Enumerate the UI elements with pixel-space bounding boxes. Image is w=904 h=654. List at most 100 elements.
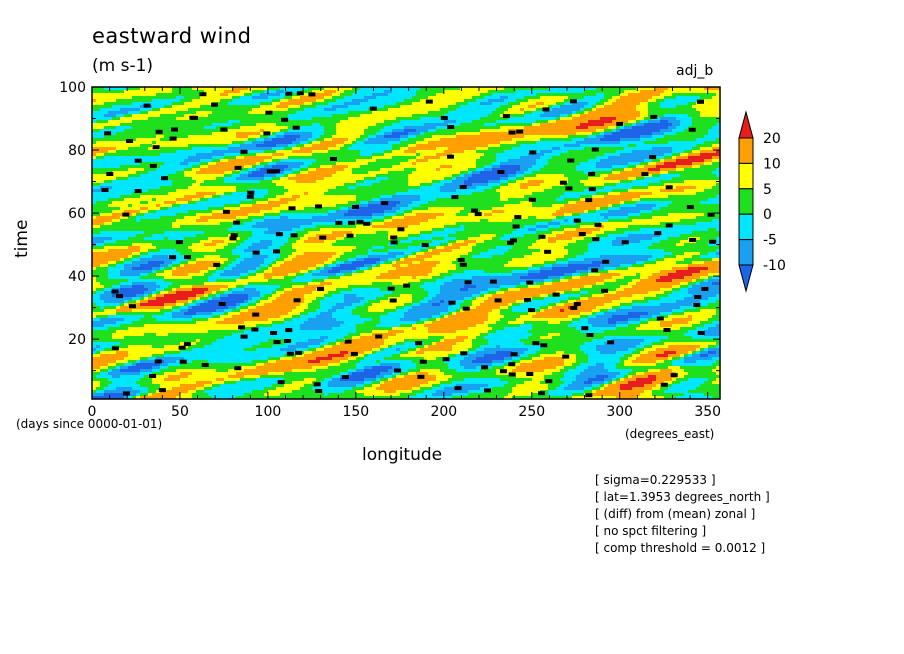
heatmap-cell — [224, 171, 229, 175]
heatmap-cell — [304, 144, 309, 148]
heatmap-cell — [552, 168, 557, 172]
heatmap-cell — [488, 108, 493, 112]
heatmap-cell — [196, 168, 201, 172]
heatmap-cell — [300, 111, 305, 115]
heatmap-cell — [620, 126, 625, 130]
heatmap-cell — [648, 144, 653, 148]
heatmap-cell — [260, 138, 265, 142]
heatmap-cell — [596, 108, 601, 112]
heatmap-cell — [208, 141, 213, 145]
heatmap-cell — [308, 165, 313, 169]
heatmap-cell — [676, 114, 681, 118]
heatmap-cell — [664, 156, 669, 160]
heatmap-cell — [560, 102, 565, 106]
heatmap-cell — [256, 138, 261, 142]
heatmap-cell — [648, 135, 653, 139]
heatmap-cell — [420, 132, 425, 136]
heatmap-cell — [436, 174, 441, 178]
heatmap-cell — [520, 147, 525, 151]
heatmap-cell — [432, 111, 437, 115]
heatmap-cell — [608, 156, 613, 160]
heatmap-cell — [292, 111, 297, 115]
heatmap-cell — [368, 123, 373, 127]
heatmap-cell — [684, 120, 689, 124]
heatmap-cell — [400, 102, 405, 106]
heatmap-cell — [452, 129, 457, 133]
heatmap-cell — [668, 102, 673, 106]
heatmap-cell — [656, 171, 661, 175]
heatmap-cell — [268, 147, 273, 151]
heatmap-cell — [216, 135, 221, 139]
heatmap-cell — [324, 141, 329, 145]
heatmap-cell — [696, 156, 701, 160]
heatmap-cell — [108, 111, 113, 115]
heatmap-cell — [124, 159, 129, 163]
heatmap-cell — [128, 105, 133, 109]
heatmap-cell — [492, 99, 497, 103]
heatmap-cell — [244, 180, 249, 184]
heatmap-cell — [564, 99, 569, 103]
heatmap-cell — [684, 150, 689, 154]
heatmap-cell — [284, 156, 289, 160]
heatmap-cell — [104, 141, 109, 145]
heatmap-cell — [548, 120, 553, 124]
heatmap-cell — [660, 120, 665, 124]
heatmap-cell — [680, 129, 685, 133]
heatmap-cell — [288, 147, 293, 151]
heatmap-cell — [204, 171, 209, 175]
heatmap-cell — [636, 150, 641, 154]
heatmap-cell — [96, 108, 101, 112]
heatmap-cell — [588, 135, 593, 139]
heatmap-cell — [332, 108, 337, 112]
heatmap-cell — [224, 180, 229, 184]
heatmap-cell — [572, 135, 577, 139]
heatmap-cell — [676, 129, 681, 133]
heatmap-cell — [228, 108, 233, 112]
heatmap-cell — [684, 126, 689, 130]
heatmap-cell — [384, 132, 389, 136]
heatmap-cell — [112, 96, 117, 100]
heatmap-cell — [172, 159, 177, 163]
heatmap-cell — [260, 105, 265, 109]
heatmap-cell — [568, 114, 573, 118]
heatmap-cell — [456, 174, 461, 178]
heatmap-cell — [388, 123, 393, 127]
heatmap-cell — [332, 132, 337, 136]
heatmap-cell — [216, 171, 221, 175]
heatmap-cell — [644, 102, 649, 106]
heatmap-cell — [544, 162, 549, 166]
heatmap-cell — [348, 117, 353, 121]
heatmap-cell — [408, 165, 413, 169]
heatmap-cell — [356, 159, 361, 163]
heatmap-cell — [592, 111, 597, 115]
heatmap-cell — [204, 153, 209, 157]
heatmap-cell — [328, 147, 333, 151]
heatmap-cell — [124, 171, 129, 175]
heatmap-cell — [696, 153, 701, 157]
heatmap-cell — [680, 159, 685, 163]
heatmap-cell — [352, 129, 357, 133]
heatmap-cell — [360, 117, 365, 121]
heatmap-cell — [652, 171, 657, 175]
heatmap-cell — [436, 102, 441, 106]
heatmap-cell — [656, 135, 661, 139]
heatmap-cell — [676, 177, 681, 181]
heatmap-cell — [572, 132, 577, 136]
heatmap-cell — [372, 162, 377, 166]
heatmap-cell — [516, 93, 521, 97]
heatmap-cell — [468, 159, 473, 163]
heatmap-cell — [288, 144, 293, 148]
heatmap-cell — [260, 117, 265, 121]
heatmap-cell — [580, 147, 585, 151]
heatmap-cell — [416, 177, 421, 181]
heatmap-cell — [516, 180, 521, 184]
heatmap-cell — [192, 126, 197, 130]
heatmap-cell — [384, 120, 389, 124]
heatmap-cell — [632, 174, 637, 178]
heatmap-cell — [404, 180, 409, 184]
heatmap-cell — [308, 114, 313, 118]
heatmap-cell — [584, 156, 589, 160]
heatmap-cell — [628, 150, 633, 154]
heatmap-cell — [344, 177, 349, 181]
heatmap-cell — [468, 132, 473, 136]
